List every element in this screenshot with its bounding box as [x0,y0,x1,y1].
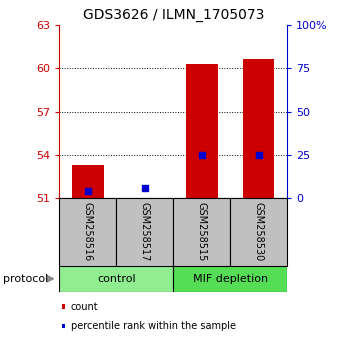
Text: control: control [97,274,136,284]
Bar [59,266,173,292]
Title: GDS3626 / ILMN_1705073: GDS3626 / ILMN_1705073 [83,8,264,22]
Bar [59,198,116,266]
Bar [243,59,274,198]
Bar [62,324,65,329]
Bar [231,198,287,266]
Bar [173,198,231,266]
Text: GSM258515: GSM258515 [197,202,207,262]
Text: percentile rank within the sample: percentile rank within the sample [71,321,236,331]
Bar [62,304,65,309]
Bar [186,64,218,198]
Bar [116,198,173,266]
Bar [173,266,287,292]
Text: GSM258517: GSM258517 [140,202,150,262]
Text: GSM258530: GSM258530 [254,202,264,262]
Text: MIF depletion: MIF depletion [193,274,268,284]
Text: protocol: protocol [3,274,49,284]
Text: count: count [71,302,99,312]
Bar [72,165,104,198]
Text: GSM258516: GSM258516 [83,202,93,262]
